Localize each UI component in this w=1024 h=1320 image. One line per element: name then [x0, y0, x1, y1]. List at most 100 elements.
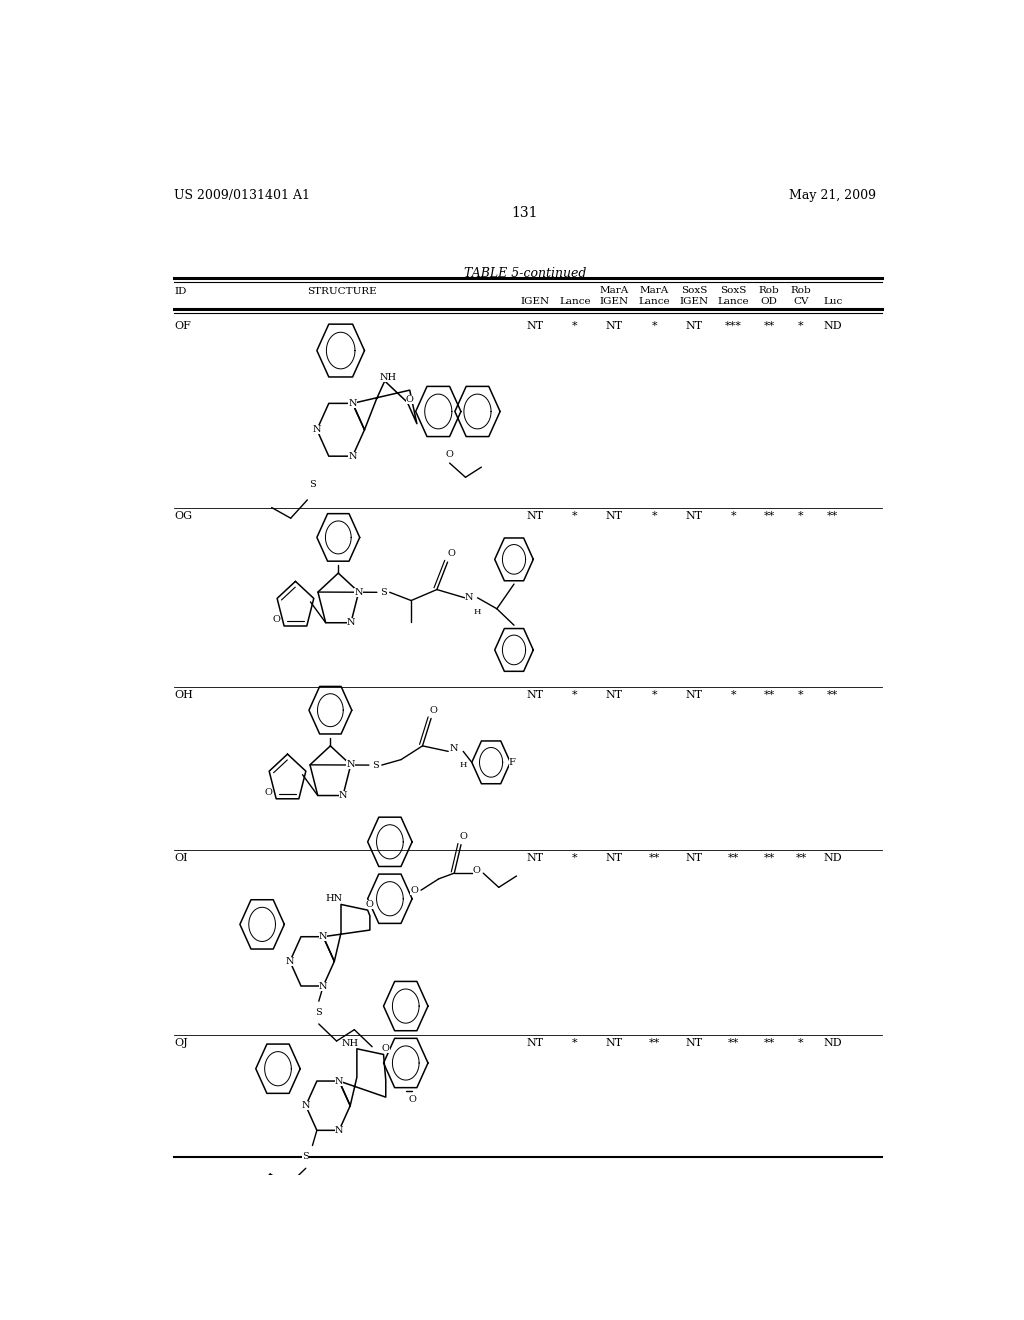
- Text: O: O: [366, 900, 374, 909]
- Text: ID: ID: [174, 286, 186, 296]
- Text: IGEN: IGEN: [600, 297, 629, 306]
- Text: S: S: [302, 1152, 309, 1162]
- Text: Luc: Luc: [823, 297, 843, 306]
- Text: O: O: [382, 1044, 390, 1053]
- Text: **: **: [827, 690, 839, 700]
- Text: NT: NT: [685, 853, 702, 862]
- Text: O: O: [406, 395, 414, 404]
- Text: **: **: [764, 1038, 775, 1048]
- Text: N: N: [339, 791, 347, 800]
- Text: NT: NT: [526, 690, 544, 700]
- Text: OF: OF: [174, 321, 190, 331]
- Text: NT: NT: [606, 690, 623, 700]
- Text: N: N: [348, 399, 356, 408]
- Text: MarA: MarA: [600, 286, 629, 296]
- Text: *: *: [798, 321, 804, 331]
- Text: O: O: [264, 788, 272, 797]
- Text: **: **: [728, 853, 739, 862]
- Text: OG: OG: [174, 511, 193, 521]
- Text: NT: NT: [685, 690, 702, 700]
- Text: NH: NH: [342, 1039, 358, 1048]
- Text: H: H: [460, 762, 467, 770]
- Text: *: *: [572, 321, 578, 331]
- Text: TABLE 5-continued: TABLE 5-continued: [464, 267, 586, 280]
- Text: NT: NT: [526, 1038, 544, 1048]
- Text: O: O: [272, 615, 281, 624]
- Text: *: *: [651, 690, 657, 700]
- Text: *: *: [798, 1038, 804, 1048]
- Text: May 21, 2009: May 21, 2009: [788, 189, 876, 202]
- Text: S: S: [309, 480, 315, 490]
- Text: S: S: [380, 587, 387, 597]
- Text: **: **: [764, 511, 775, 521]
- Text: S: S: [315, 1008, 323, 1018]
- Text: **: **: [764, 853, 775, 862]
- Text: N: N: [347, 618, 355, 627]
- Text: *: *: [798, 690, 804, 700]
- Text: IGEN: IGEN: [679, 297, 709, 306]
- Text: **: **: [764, 690, 775, 700]
- Text: OD: OD: [761, 297, 777, 306]
- Text: CV: CV: [794, 297, 809, 306]
- Text: 131: 131: [512, 206, 538, 220]
- Text: NT: NT: [685, 511, 702, 521]
- Text: NH: NH: [380, 374, 397, 383]
- Text: N: N: [318, 982, 328, 990]
- Text: F: F: [509, 758, 516, 767]
- Text: HN: HN: [326, 894, 343, 903]
- Text: NT: NT: [685, 1038, 702, 1048]
- Text: N: N: [318, 932, 328, 941]
- Text: ND: ND: [823, 853, 842, 862]
- Text: *: *: [651, 321, 657, 331]
- Text: NT: NT: [606, 321, 623, 331]
- Text: Lance: Lance: [718, 297, 750, 306]
- Text: N: N: [335, 1077, 343, 1085]
- Text: *: *: [572, 511, 578, 521]
- Text: OJ: OJ: [174, 1038, 187, 1048]
- Text: **: **: [796, 853, 807, 862]
- Text: Rob: Rob: [759, 286, 779, 296]
- Text: **: **: [827, 511, 839, 521]
- Text: O: O: [460, 832, 467, 841]
- Text: O: O: [429, 706, 437, 714]
- Text: O: O: [445, 450, 454, 459]
- Text: **: **: [648, 1038, 659, 1048]
- Text: ND: ND: [823, 1038, 842, 1048]
- Text: N: N: [301, 1101, 310, 1110]
- Text: NT: NT: [606, 1038, 623, 1048]
- Text: N: N: [348, 451, 356, 461]
- Text: *: *: [731, 511, 736, 521]
- Text: O: O: [447, 549, 456, 558]
- Text: *: *: [651, 511, 657, 521]
- Text: N: N: [312, 425, 322, 434]
- Text: N: N: [286, 957, 294, 966]
- Text: US 2009/0131401 A1: US 2009/0131401 A1: [174, 189, 310, 202]
- Text: O: O: [473, 866, 480, 875]
- Text: Lance: Lance: [638, 297, 670, 306]
- Text: N: N: [465, 593, 473, 602]
- Text: SoxS: SoxS: [720, 286, 746, 296]
- Text: N: N: [335, 1126, 343, 1135]
- Text: NT: NT: [526, 321, 544, 331]
- Text: N: N: [354, 587, 362, 597]
- Text: N: N: [346, 760, 355, 770]
- Text: H: H: [474, 607, 481, 615]
- Text: OI: OI: [174, 853, 187, 862]
- Text: Rob: Rob: [791, 286, 811, 296]
- Text: **: **: [648, 853, 659, 862]
- Text: N: N: [450, 744, 458, 754]
- Text: *: *: [572, 690, 578, 700]
- Text: NT: NT: [526, 853, 544, 862]
- Text: ***: ***: [725, 321, 742, 331]
- Text: **: **: [764, 321, 775, 331]
- Text: OH: OH: [174, 690, 193, 700]
- Text: SoxS: SoxS: [681, 286, 707, 296]
- Text: *: *: [572, 1038, 578, 1048]
- Text: MarA: MarA: [640, 286, 669, 296]
- Text: O: O: [409, 1096, 417, 1105]
- Text: NT: NT: [606, 511, 623, 521]
- Text: **: **: [728, 1038, 739, 1048]
- Text: Lance: Lance: [559, 297, 591, 306]
- Text: *: *: [731, 690, 736, 700]
- Text: STRUCTURE: STRUCTURE: [307, 286, 377, 296]
